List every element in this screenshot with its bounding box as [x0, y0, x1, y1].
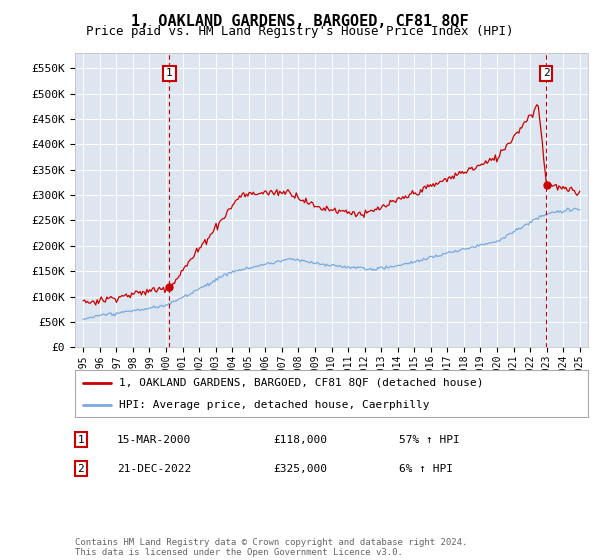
Text: Contains HM Land Registry data © Crown copyright and database right 2024.
This d: Contains HM Land Registry data © Crown c…	[75, 538, 467, 557]
Text: HPI: Average price, detached house, Caerphilly: HPI: Average price, detached house, Caer…	[119, 400, 429, 410]
Text: 2: 2	[77, 464, 85, 474]
Text: 1: 1	[166, 68, 173, 78]
Text: 15-MAR-2000: 15-MAR-2000	[117, 435, 191, 445]
Text: 1, OAKLAND GARDENS, BARGOED, CF81 8QF: 1, OAKLAND GARDENS, BARGOED, CF81 8QF	[131, 14, 469, 29]
Text: 2: 2	[543, 68, 550, 78]
Text: 57% ↑ HPI: 57% ↑ HPI	[399, 435, 460, 445]
Text: £118,000: £118,000	[273, 435, 327, 445]
Text: 6% ↑ HPI: 6% ↑ HPI	[399, 464, 453, 474]
Text: Price paid vs. HM Land Registry's House Price Index (HPI): Price paid vs. HM Land Registry's House …	[86, 25, 514, 38]
Text: 1: 1	[77, 435, 85, 445]
Text: 1, OAKLAND GARDENS, BARGOED, CF81 8QF (detached house): 1, OAKLAND GARDENS, BARGOED, CF81 8QF (d…	[119, 378, 483, 388]
Text: £325,000: £325,000	[273, 464, 327, 474]
Text: 21-DEC-2022: 21-DEC-2022	[117, 464, 191, 474]
